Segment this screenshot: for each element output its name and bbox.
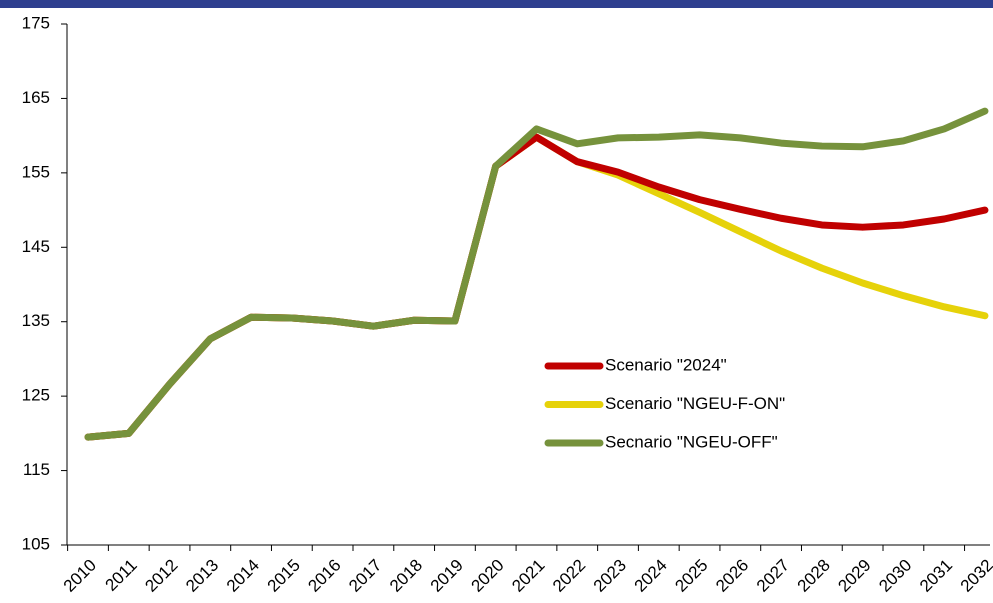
x-tick-label: 2018: [386, 556, 426, 596]
x-tick-label: 2010: [60, 556, 100, 596]
x-tick-label: 2019: [427, 556, 467, 596]
x-tick-label: 2032: [957, 556, 993, 596]
x-tick-label: 2017: [345, 556, 385, 596]
x-tick-label: 2031: [916, 556, 956, 596]
x-tick-label: 2012: [141, 556, 181, 596]
legend-label: Scenario "2024": [605, 355, 727, 374]
x-tick-label: 2025: [671, 556, 711, 596]
line: [84, 133, 989, 441]
y-tick-label: 145: [22, 237, 50, 256]
x-tick-label: 2014: [223, 556, 263, 596]
line: [84, 133, 989, 441]
y-tick-label: 155: [22, 162, 50, 181]
x-tick-label: 2029: [834, 556, 874, 596]
y-tick-label: 105: [22, 534, 50, 553]
x-tick-label: 2015: [264, 556, 304, 596]
y-tick-label: 125: [22, 386, 50, 405]
x-tick-label: 2022: [549, 556, 589, 596]
y-tick-label: 175: [22, 13, 50, 32]
x-tick-label: 2026: [712, 556, 752, 596]
x-tick-label: 2027: [753, 556, 793, 596]
y-tick-label: 165: [22, 88, 50, 107]
x-tick-label: 2030: [875, 556, 915, 596]
x-tick-label: 2024: [631, 556, 671, 596]
line: [84, 107, 989, 441]
x-tick-label: 2020: [468, 556, 508, 596]
legend-label: Scenario "NGEU-F-ON": [605, 394, 785, 413]
legend-label: Secnario "NGEU-OFF": [605, 432, 778, 451]
header-band: [0, 0, 993, 8]
x-tick-label: 2021: [508, 556, 548, 596]
y-tick-label: 135: [22, 311, 50, 330]
x-tick-label: 2013: [182, 556, 222, 596]
y-tick-label: 115: [23, 460, 50, 479]
x-tick-label: 2028: [794, 556, 834, 596]
x-tick-label: 2011: [101, 556, 140, 595]
x-tick-label: 2016: [304, 556, 344, 596]
x-tick-label: 2023: [590, 556, 630, 596]
